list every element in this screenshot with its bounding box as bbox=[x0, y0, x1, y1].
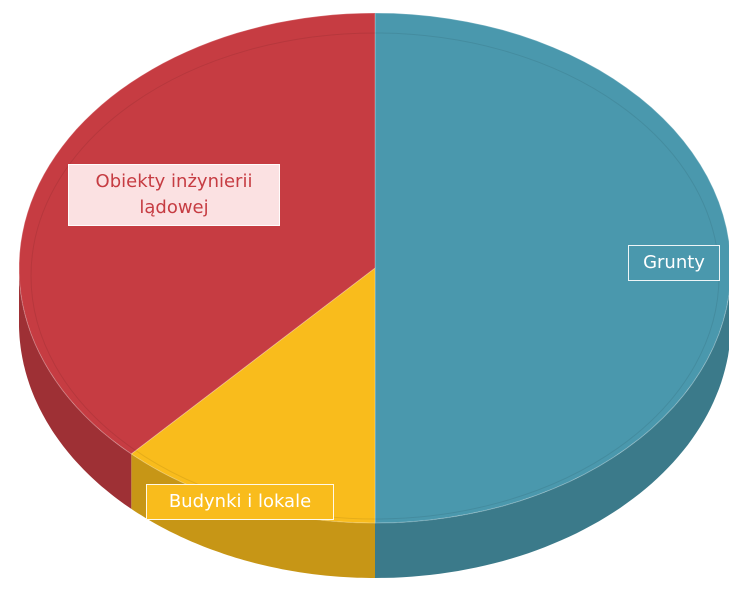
slice-label: Obiekty inżynierii lądowej bbox=[68, 164, 280, 226]
slice-side bbox=[375, 294, 729, 578]
slice bbox=[374, 12, 729, 524]
slice bbox=[18, 12, 376, 455]
slice-label: Budynki i lokale bbox=[146, 484, 334, 520]
slice-label: Grunty bbox=[628, 245, 720, 281]
slice-side bbox=[19, 268, 132, 509]
